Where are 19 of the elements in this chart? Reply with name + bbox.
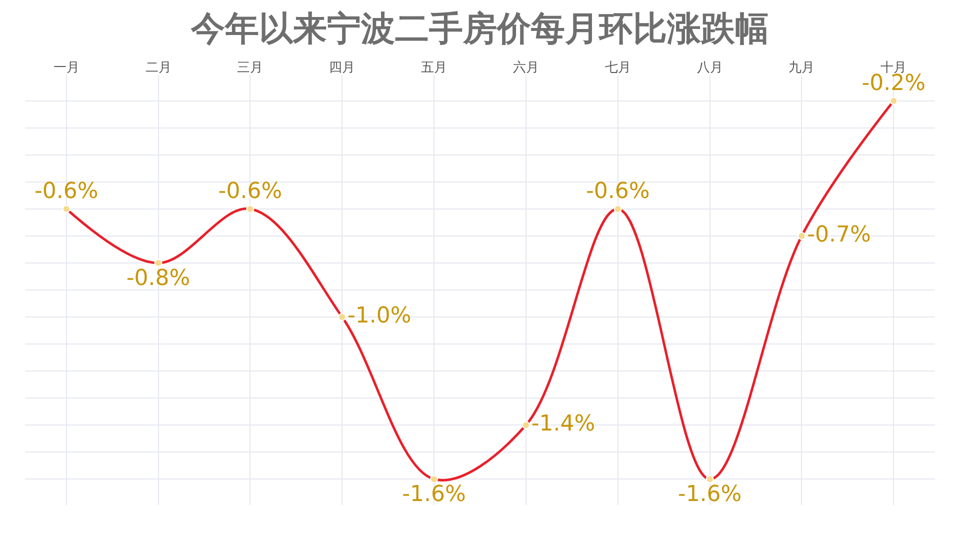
data-label: -1.0% xyxy=(347,304,412,329)
chart-title: 今年以来宁波二手房价每月环比涨跌幅 xyxy=(190,9,769,49)
x-tick-label: 三月 xyxy=(237,60,264,76)
x-tick-label: 四月 xyxy=(329,60,356,76)
x-tick-label: 六月 xyxy=(512,60,539,76)
x-tick-label: 一月 xyxy=(53,60,80,76)
x-tick-label: 二月 xyxy=(145,60,172,76)
x-tick-label: 九月 xyxy=(788,60,815,76)
x-tick-label: 五月 xyxy=(421,60,448,76)
data-label: -0.6% xyxy=(586,179,650,204)
data-label: -1.6% xyxy=(678,482,742,507)
data-label: -1.6% xyxy=(402,482,466,507)
x-tick-label: 七月 xyxy=(604,60,631,76)
data-label: -0.7% xyxy=(807,222,871,248)
data-label: -0.6% xyxy=(34,179,98,204)
data-label: -0.8% xyxy=(126,266,190,291)
x-tick-label: 八月 xyxy=(696,60,723,76)
data-label: -0.6% xyxy=(218,179,282,204)
data-label: -1.4% xyxy=(531,412,596,437)
